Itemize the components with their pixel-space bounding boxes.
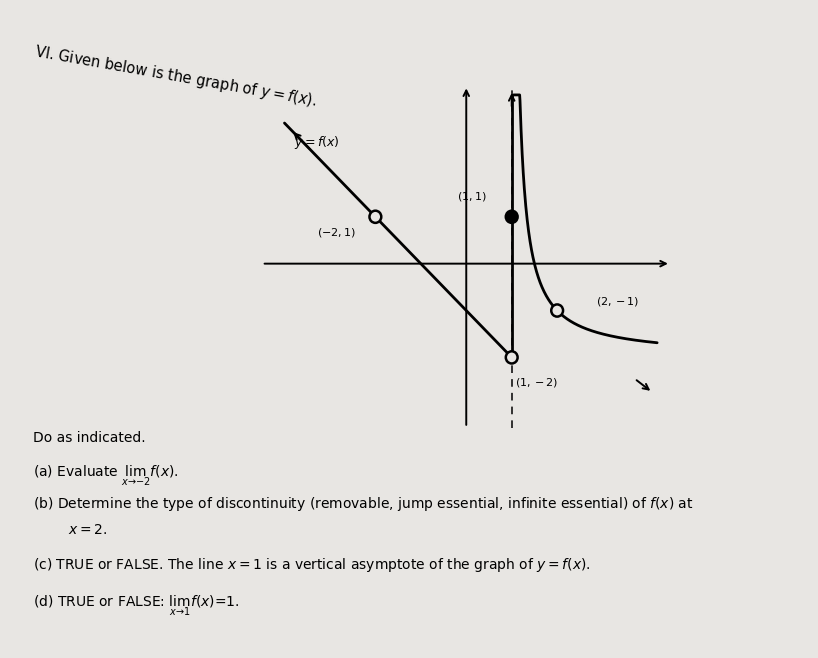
Text: (a) Evaluate $\lim_{x \to -2} f(x)$.: (a) Evaluate $\lim_{x \to -2} f(x)$.: [33, 464, 178, 488]
Text: $(-2,1)$: $(-2,1)$: [317, 226, 356, 239]
Text: $(1,1)$: $(1,1)$: [457, 190, 487, 203]
Circle shape: [506, 351, 518, 363]
Text: (c) TRUE or FALSE. The line $x = 1$ is a vertical asymptote of the graph of $y =: (c) TRUE or FALSE. The line $x = 1$ is a…: [33, 556, 591, 574]
Circle shape: [551, 305, 563, 316]
Text: VI. Given below is the graph of $y = f(x)$.: VI. Given below is the graph of $y = f(x…: [33, 43, 318, 111]
Text: $y = f(x)$: $y = f(x)$: [294, 134, 339, 151]
Circle shape: [506, 211, 518, 223]
Text: $(2,-1)$: $(2,-1)$: [596, 295, 639, 308]
Text: (d) TRUE or FALSE: $\lim_{x \to 1} f(x) = 1$.: (d) TRUE or FALSE: $\lim_{x \to 1} f(x) …: [33, 594, 239, 618]
Text: Do as indicated.: Do as indicated.: [33, 431, 146, 445]
Text: $(1,-2)$: $(1,-2)$: [515, 376, 559, 389]
Text: $x = 2$.: $x = 2$.: [33, 523, 107, 537]
Text: (b) Determine the type of discontinuity (removable, jump essential, infinite ess: (b) Determine the type of discontinuity …: [33, 495, 694, 513]
Circle shape: [370, 211, 381, 223]
